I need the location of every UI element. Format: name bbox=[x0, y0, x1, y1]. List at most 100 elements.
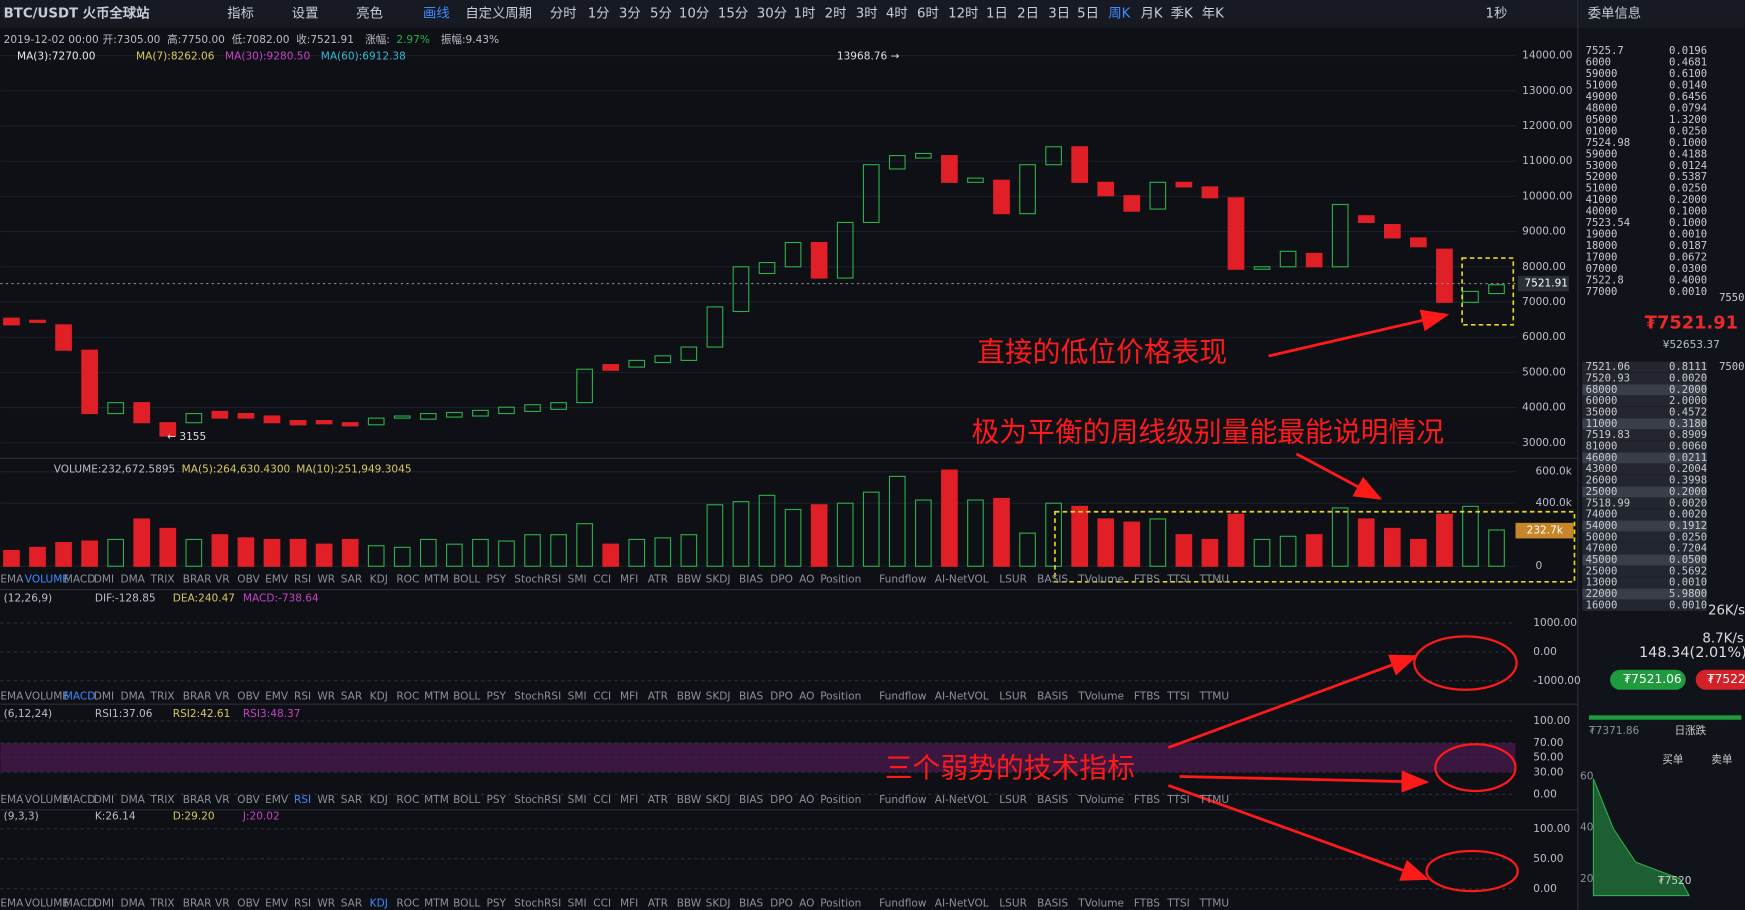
indicator-tab[interactable]: BOLL bbox=[453, 897, 480, 909]
indicator-tab[interactable]: DMI bbox=[94, 897, 114, 909]
indicator-tab[interactable]: BOLL bbox=[453, 794, 480, 806]
indicator-tab[interactable]: SKDJ bbox=[706, 690, 731, 702]
indicator-tab[interactable]: BBW bbox=[677, 897, 702, 909]
indicator-tab[interactable]: VR bbox=[215, 574, 230, 586]
indicator-tab[interactable]: StochRSI bbox=[514, 690, 561, 702]
indicator-tab[interactable]: BRAR bbox=[183, 690, 212, 702]
refresh[interactable]: 1秒 bbox=[1485, 5, 1507, 21]
period-button[interactable]: 12时 bbox=[948, 5, 978, 21]
indicator-tab[interactable]: WR bbox=[317, 574, 335, 586]
indicator-tab[interactable]: SKDJ bbox=[706, 794, 731, 806]
indicator-tab[interactable]: Fundflow bbox=[879, 574, 927, 586]
indicator-tab[interactable]: KDJ bbox=[370, 690, 388, 702]
indicator-tab[interactable]: Fundflow bbox=[879, 794, 927, 806]
indicator-tab[interactable]: DMA bbox=[120, 690, 145, 702]
period-button[interactable]: 3时 bbox=[856, 5, 878, 21]
tool-button[interactable]: 画线 bbox=[423, 5, 450, 21]
indicator-tab[interactable]: OBV bbox=[237, 897, 260, 909]
indicator-tab[interactable]: DMA bbox=[120, 794, 145, 806]
indicator-tab[interactable]: AO bbox=[799, 794, 814, 806]
indicator-tab[interactable]: VR bbox=[215, 794, 230, 806]
period-button[interactable]: 4时 bbox=[886, 5, 908, 21]
indicator-tab[interactable]: OBV bbox=[237, 794, 260, 806]
indicator-tab[interactable]: EMA bbox=[0, 794, 24, 806]
indicator-tab[interactable]: BBW bbox=[677, 794, 702, 806]
indicator-tab[interactable]: TTMU bbox=[1199, 897, 1230, 909]
indicator-tab[interactable]: SKDJ bbox=[706, 574, 731, 586]
indicator-tab[interactable]: FTBS bbox=[1134, 897, 1160, 909]
period-button[interactable]: 2日 bbox=[1017, 6, 1039, 21]
indicator-tab[interactable]: AI-NetVOL bbox=[935, 794, 989, 806]
indicator-tab[interactable]: MFI bbox=[620, 574, 638, 586]
indicator-tab[interactable]: DPO bbox=[770, 794, 793, 806]
indicator-tab[interactable]: Position bbox=[820, 690, 861, 702]
indicator-tab[interactable]: KDJ bbox=[370, 574, 388, 586]
indicator-tab[interactable]: LSUR bbox=[999, 794, 1027, 806]
indicator-tab[interactable]: SMI bbox=[568, 574, 587, 586]
indicator-tab[interactable]: MTM bbox=[424, 690, 449, 702]
indicator-tab[interactable]: Position bbox=[820, 574, 861, 586]
sell-label[interactable]: ₮7522 bbox=[1707, 672, 1745, 686]
period-button[interactable]: 分时 bbox=[550, 5, 577, 21]
indicator-tab[interactable]: EMV bbox=[265, 574, 289, 586]
period-button[interactable]: 5分 bbox=[650, 5, 672, 21]
indicator-tab[interactable]: SAR bbox=[341, 574, 363, 586]
indicator-tab[interactable]: TRIX bbox=[150, 794, 175, 806]
indicator-tab[interactable]: TTSI bbox=[1166, 794, 1190, 806]
indicator-tab[interactable]: EMA bbox=[0, 897, 24, 909]
indicator-tab[interactable]: PSY bbox=[486, 690, 506, 702]
indicator-tab[interactable]: MTM bbox=[424, 574, 449, 586]
indicator-tab[interactable]: AO bbox=[799, 897, 814, 909]
indicator-tab[interactable]: BOLL bbox=[453, 574, 480, 586]
indicator-tab[interactable]: Position bbox=[820, 897, 861, 909]
indicator-tab[interactable]: Fundflow bbox=[879, 690, 927, 702]
indicator-tab[interactable]: MTM bbox=[424, 794, 449, 806]
indicator-tab[interactable]: BBW bbox=[677, 690, 702, 702]
indicator-tab[interactable]: KDJ bbox=[370, 897, 388, 909]
indicator-tab[interactable]: MACD bbox=[64, 690, 96, 702]
indicator-tab[interactable]: ROC bbox=[396, 794, 419, 806]
indicator-tab[interactable]: SMI bbox=[568, 690, 587, 702]
indicator-tab[interactable]: DMA bbox=[120, 897, 145, 909]
indicator-tab[interactable]: RSI bbox=[294, 897, 311, 909]
indicator-tab[interactable]: ROC bbox=[396, 690, 419, 702]
indicator-tab[interactable]: DPO bbox=[770, 897, 793, 909]
indicator-tab[interactable]: ATR bbox=[648, 574, 669, 586]
period-button[interactable]: 季K bbox=[1171, 5, 1194, 21]
indicator-tab[interactable]: TTSI bbox=[1166, 690, 1190, 702]
indicator-tab[interactable]: BASIS bbox=[1037, 897, 1068, 909]
indicator-tab[interactable]: AI-NetVOL bbox=[935, 897, 989, 909]
indicator-tab[interactable]: StochRSI bbox=[514, 794, 561, 806]
indicator-tab[interactable]: KDJ bbox=[370, 794, 388, 806]
indicator-tab[interactable]: MACD bbox=[64, 574, 96, 586]
indicator-tab[interactable]: DMA bbox=[120, 574, 145, 586]
indicator-tab[interactable]: WR bbox=[317, 897, 335, 909]
indicator-tab[interactable]: MACD bbox=[64, 794, 96, 806]
indicator-tab[interactable]: TRIX bbox=[150, 574, 175, 586]
indicator-tab[interactable]: TVolume bbox=[1077, 897, 1124, 909]
indicator-tab[interactable]: CCI bbox=[593, 897, 611, 909]
indicator-tab[interactable]: MTM bbox=[424, 897, 449, 909]
indicator-tab[interactable]: BASIS bbox=[1037, 574, 1068, 586]
indicator-tab[interactable]: Fundflow bbox=[879, 897, 927, 909]
indicator-tab[interactable]: SAR bbox=[341, 897, 363, 909]
indicator-tab[interactable]: ATR bbox=[648, 897, 669, 909]
indicator-tab[interactable]: BIAS bbox=[739, 794, 764, 806]
indicator-tab[interactable]: SKDJ bbox=[706, 897, 731, 909]
indicator-tab[interactable]: CCI bbox=[593, 574, 611, 586]
indicator-tab[interactable]: BOLL bbox=[453, 690, 480, 702]
indicator-tab[interactable]: OBV bbox=[237, 574, 260, 586]
indicator-tab[interactable]: AO bbox=[799, 574, 814, 586]
indicator-tab[interactable]: PSY bbox=[486, 897, 506, 909]
indicator-tab[interactable]: MACD bbox=[64, 897, 96, 909]
tool-button[interactable]: 亮色 bbox=[356, 4, 383, 21]
indicator-tab[interactable]: DMI bbox=[94, 690, 114, 702]
indicator-tab[interactable]: VOLUME bbox=[25, 897, 69, 909]
indicator-tab[interactable]: WR bbox=[317, 690, 335, 702]
period-menu[interactable]: 自定义周期 bbox=[465, 5, 532, 21]
indicator-tab[interactable]: ATR bbox=[648, 794, 669, 806]
indicator-tab[interactable]: VOLUME bbox=[25, 794, 69, 806]
indicator-tab[interactable]: DMI bbox=[94, 574, 114, 586]
indicator-tab[interactable]: DPO bbox=[770, 574, 793, 586]
indicator-tab[interactable]: BIAS bbox=[739, 897, 764, 909]
